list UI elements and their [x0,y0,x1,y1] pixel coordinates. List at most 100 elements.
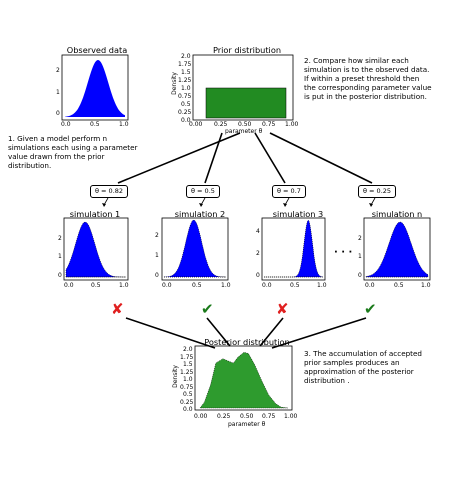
simulation-2-frame [161,217,229,281]
prior-ytick: 1.5 [181,69,191,76]
sim2-xtick: 1.0 [221,282,231,289]
sim3-xtick: 0.5 [290,282,300,289]
simulation-title: simulation n [371,209,423,219]
posterior-xlabel: parameter θ [228,421,266,428]
simn-xtick: 1.0 [421,282,431,289]
sim1-ytick: 2 [58,235,62,242]
sim3-ytick: 2 [256,250,260,257]
posterior-ytick: 0.25 [180,399,194,406]
simulation-3-density [264,219,324,278]
posterior-frame [194,345,293,411]
sim1-xtick: 0.5 [91,282,101,289]
observed-frame [61,54,129,121]
sim-arrowhead-3 [283,203,287,207]
posterior-ytick: 1.5 [183,361,193,368]
verdict-to-posterior-4 [271,317,367,349]
posterior-xtick: 0.50 [240,413,254,420]
prior-title: Prior distribution [212,45,282,55]
sim3-ytick: 0 [256,272,260,279]
posterior-ytick: 0.75 [180,384,194,391]
posterior-ytick: 0.5 [183,391,193,398]
observed-ytick: 1 [56,89,60,96]
sim3-xtick: 0.0 [262,282,272,289]
prior-xtick: 0.25 [214,121,228,128]
prior-ytick: 0.75 [178,93,192,100]
posterior-xtick: 0.00 [194,413,208,420]
cross-icon: ✘ [276,300,289,318]
observed-ytick: 0 [56,110,60,117]
simulation-2-density [163,219,226,278]
posterior-xtick: 1.00 [284,413,298,420]
simulation-1-density [65,221,126,278]
prior-to-sim-3 [254,132,286,184]
simulation-title: simulation 2 [174,209,226,219]
sim-arrowhead-2 [199,203,203,207]
posterior-ytick: 2.0 [183,346,193,353]
sim2-ytick: 2 [155,232,159,239]
sim2-xtick: 0.0 [162,282,172,289]
sim-arrowhead-4 [369,203,373,207]
simulation-3-frame [261,217,326,281]
prior-xtick: 0.75 [262,121,276,128]
sim2-xtick: 0.5 [192,282,202,289]
verdict-to-posterior-2 [206,317,231,347]
sim1-xtick: 1.0 [119,282,129,289]
prior-xtick: 0.50 [238,121,252,128]
prior-to-sim-4 [269,132,373,184]
prior-frame [192,54,294,121]
simn-xtick: 0.5 [394,282,404,289]
prior-ytick: 0.5 [181,101,191,108]
prior-ytick: 1.25 [178,77,192,84]
posterior-xtick: 0.75 [262,413,276,420]
prior-ytick: 1.75 [178,61,192,68]
sim1-ytick: 0 [58,272,62,279]
verdict-to-posterior-3 [259,317,284,347]
prior-ytick: 0.25 [178,109,192,116]
check-icon: ✔ [201,300,214,318]
observed-xtick: 1.0 [119,121,129,128]
sim-arrowhead-1 [102,203,106,207]
posterior-xtick: 0.25 [217,413,231,420]
verdict-to-posterior-1 [125,317,216,349]
posterior-ytick: 1.75 [180,354,194,361]
prior-xtick: 0.00 [189,121,203,128]
simn-ytick: 2 [358,235,362,242]
sim3-xtick: 1.0 [317,282,327,289]
posterior-ytick: 1.25 [180,369,194,376]
sim3-ytick: 4 [256,228,260,235]
theta-label: θ = 0.82 [90,185,129,198]
prior-ylabel: Density [170,72,178,95]
sim1-xtick: 0.0 [64,282,74,289]
step-3-note: 3. The accumulation of accepted prior sa… [304,349,422,385]
posterior-ytick: 1.0 [183,376,193,383]
simn-xtick: 0.0 [365,282,375,289]
ellipsis: · · · [334,247,353,258]
simulation-1-frame [63,217,129,281]
prior-to-sim-2 [204,132,223,184]
simulation-4-density [365,221,429,278]
prior-ytick: 2.0 [181,53,191,60]
simulation-title: simulation 1 [69,209,121,219]
observed-ytick: 2 [56,67,60,74]
sim1-ytick: 1 [58,253,62,260]
sim2-ytick: 0 [155,272,159,279]
theta-label: θ = 0.25 [358,185,397,198]
simulation-title: simulation 3 [272,209,324,219]
observed-xtick: 0.5 [90,121,100,128]
simulation-4-frame [363,217,431,281]
observed-title: Observed data [66,45,128,55]
observed-density [65,60,125,117]
observed-xtick: 0.0 [61,121,71,128]
posterior-title: Posterior distribution [204,337,290,347]
sim2-ytick: 1 [155,252,159,259]
posterior-density [199,352,289,409]
step-2-note: 2. Compare how similar each simulation i… [304,56,432,101]
simn-ytick: 0 [358,272,362,279]
prior-xtick: 1.00 [285,121,299,128]
cross-icon: ✘ [111,300,124,318]
posterior-ytick: 0.0 [183,406,193,413]
prior-bar [205,87,287,119]
theta-label: θ = 0.7 [272,185,306,198]
